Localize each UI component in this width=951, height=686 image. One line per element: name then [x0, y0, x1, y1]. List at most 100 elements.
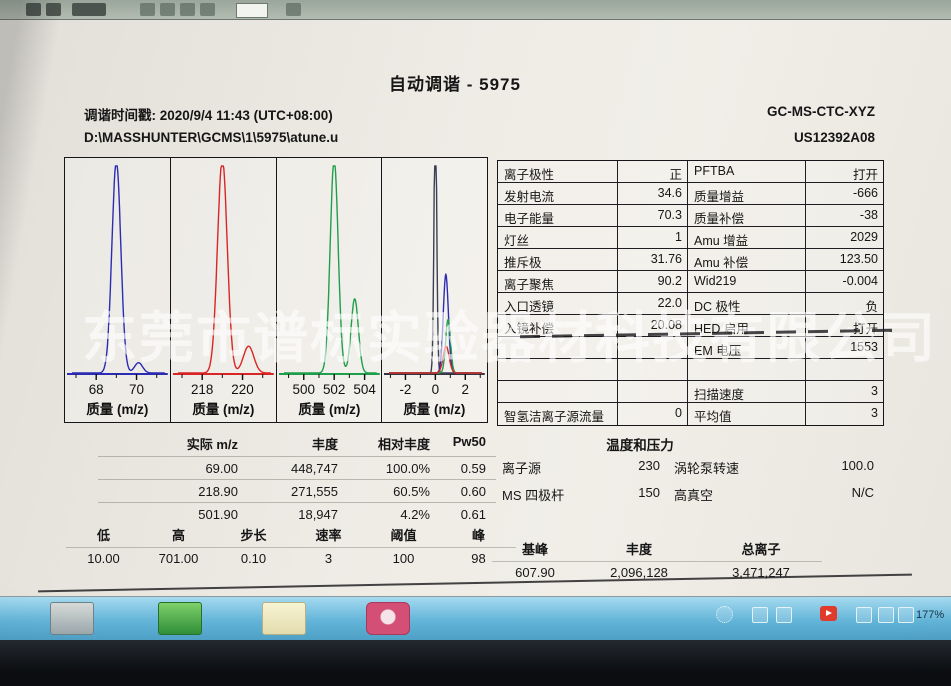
- svg-text:70: 70: [129, 382, 144, 397]
- param-label: 扫描速度: [688, 381, 806, 403]
- param-value: 90.2: [618, 271, 688, 293]
- param-value: 1553: [806, 337, 883, 359]
- summary-value: 2,096,128: [610, 565, 668, 580]
- toolbar-button[interactable]: [160, 3, 175, 16]
- peak-table-cell: 448,747: [248, 457, 348, 480]
- param-value: [618, 381, 688, 403]
- peak-table-cell: 0.60: [440, 480, 496, 503]
- param-label: 入口透镜: [498, 293, 618, 315]
- scan-param-value: 100: [392, 551, 415, 566]
- toolbar-button[interactable]: [286, 3, 301, 16]
- param-value: [618, 359, 688, 381]
- toolbar-button[interactable]: [200, 3, 215, 16]
- param-label: 电子能量: [498, 205, 618, 227]
- param-value: 31.76: [618, 249, 688, 271]
- peak-table-cell: 0.61: [460, 507, 486, 522]
- param-label: PFTBA: [688, 161, 806, 183]
- param-label: Amu 增益: [688, 227, 806, 249]
- summary-header: 总离子: [700, 536, 822, 562]
- peak-table-cell: 0.59: [440, 457, 496, 480]
- instrument-id: GC-MS-CTC-XYZ: [767, 104, 875, 119]
- peak-chart-219: 218 220 质量 (m/z): [171, 158, 277, 422]
- taskbar-icon-notes[interactable]: [262, 602, 306, 635]
- temp-value: 230: [638, 458, 660, 473]
- param-label: DC 极性: [688, 293, 806, 315]
- peak-table-cell: 69.00: [98, 457, 248, 480]
- temp-label: 离子源: [502, 461, 542, 476]
- param-value: 2029: [806, 227, 883, 249]
- svg-text:500: 500: [292, 382, 314, 397]
- param-label: 平均值: [688, 403, 806, 425]
- toolbar-button[interactable]: [72, 3, 106, 16]
- param-value: 20.08: [618, 315, 688, 337]
- peak-table: 实际 m/z 丰度 相对丰度 Pw50 69.00 448,747 100.0% 0.59 21…: [98, 430, 496, 525]
- param-label: 质量补偿: [688, 205, 806, 227]
- param-label: [498, 337, 618, 359]
- svg-text:218: 218: [191, 382, 213, 397]
- temp-label: MS 四极杆: [502, 488, 565, 503]
- svg-text:0: 0: [432, 382, 439, 397]
- param-value: 负: [806, 293, 883, 315]
- svg-text:质量 (m/z): 质量 (m/z): [86, 401, 148, 417]
- tray-icon[interactable]: [898, 607, 914, 623]
- taskbar-icon-green-app[interactable]: [158, 602, 202, 635]
- report-bottom-rule: [38, 573, 912, 593]
- tray-icon[interactable]: [776, 607, 792, 623]
- param-value: 正: [618, 161, 688, 183]
- summary-table: 基峰 丰度 总离子 607.90 2,096,128 3,471,247: [492, 536, 822, 583]
- param-value: 22.0: [618, 293, 688, 315]
- svg-text:68: 68: [89, 382, 104, 397]
- tray-icon[interactable]: [856, 607, 872, 623]
- scan-param-value: 98: [471, 551, 486, 566]
- toolbar-button[interactable]: [46, 3, 61, 16]
- param-label: 智氢洁离子源流量: [498, 403, 618, 425]
- tune-timestamp-value: 2020/9/4 11:43 (UTC+08:00): [159, 108, 333, 123]
- param-label: 发射电流: [498, 183, 618, 205]
- tray-icon[interactable]: [878, 607, 894, 623]
- tray-icon[interactable]: [752, 607, 768, 623]
- param-table: 离子极性正 PFTBA 打开 发射电流 34.6 质量增益 -666 电子能量 70.3 质量补偿…: [497, 160, 884, 426]
- peak-table-cell: 4.2%: [400, 507, 430, 522]
- toolbar-button[interactable]: [26, 3, 41, 16]
- summary-header: 基峰: [492, 536, 578, 562]
- report-title: 自动调谐 - 5975: [389, 75, 521, 94]
- toolbar-field[interactable]: [236, 3, 268, 18]
- scan-param-header: 低: [66, 522, 141, 548]
- peak-table-cell: 100.0%: [348, 457, 440, 480]
- svg-text:502: 502: [322, 382, 344, 397]
- param-value: 0: [618, 403, 688, 425]
- param-value: 1: [618, 227, 688, 249]
- scan-param-value: 3: [324, 551, 333, 566]
- toolbar-button[interactable]: [140, 3, 155, 16]
- scan-table: 低高步长 速率 阈值峰 10.00 701.00 0.10 3 100 98: [66, 522, 516, 569]
- screen: 自动调谐 - 5975 调谐时间戳: 2020/9/4 11:43 (UTC+0…: [0, 0, 951, 641]
- taskbar-icon-system[interactable]: [50, 602, 94, 635]
- temp-value: 100.0: [841, 458, 874, 473]
- tune-file-path: D:\MASSHUNTER\GCMS\1\5975\atune.u: [84, 130, 339, 145]
- param-label: [498, 381, 618, 403]
- peak-table-cell: 60.5%: [348, 480, 440, 503]
- svg-text:504: 504: [353, 382, 376, 397]
- tune-timestamp: 调谐时间戳: 2020/9/4 11:43 (UTC+08:00): [84, 104, 333, 124]
- peak-chart-69: 68 70 质量 (m/z): [65, 158, 171, 422]
- temp-label: 高真空: [674, 488, 714, 503]
- taskbar-icon-pink-app[interactable]: [366, 602, 410, 635]
- svg-text:220: 220: [231, 382, 253, 397]
- param-label: Wid219: [688, 271, 806, 293]
- window-toolbar: [0, 0, 951, 20]
- svg-text:质量 (m/z): 质量 (m/z): [192, 401, 254, 417]
- toolbar-button[interactable]: [180, 3, 195, 16]
- scan-param-header: 高: [141, 522, 216, 548]
- param-label: 离子聚焦: [498, 271, 618, 293]
- peak-table-header: 实际 m/z: [98, 430, 248, 457]
- param-value: [618, 337, 688, 359]
- peak-table-cell: 18,947: [298, 507, 338, 522]
- tray-media-icon[interactable]: [820, 606, 837, 621]
- param-value: 34.6: [618, 183, 688, 205]
- summary-header: 丰度: [578, 536, 700, 562]
- param-label: Amu 补偿: [688, 249, 806, 271]
- peak-chart-502: 500 502 504 质量 (m/z): [277, 158, 383, 422]
- scan-param-value: 701.00: [158, 551, 199, 566]
- tray-gear-icon[interactable]: [716, 606, 733, 623]
